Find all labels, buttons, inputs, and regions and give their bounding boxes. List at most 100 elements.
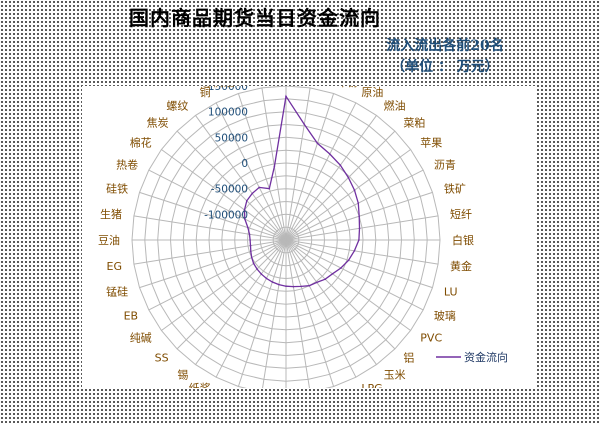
- grid-spoke: [285, 239, 411, 331]
- data-point: [250, 256, 253, 259]
- category-label: 棕榈油: [202, 86, 235, 89]
- category-label: 纸浆: [189, 381, 211, 388]
- tick-label: 0: [241, 158, 248, 170]
- data-point: [316, 281, 318, 284]
- grid-spoke: [285, 169, 424, 241]
- category-label: 苹果: [420, 135, 442, 149]
- data-point: [303, 123, 306, 126]
- data-point: [285, 95, 287, 98]
- grid-spoke: [285, 93, 335, 241]
- grid-spoke: [285, 239, 433, 289]
- grid-spoke: [285, 87, 311, 241]
- category-label: PVC: [420, 332, 442, 345]
- data-point: [273, 165, 276, 168]
- tick-label: -50000: [211, 184, 248, 196]
- grid-spoke: [139, 239, 287, 289]
- category-label: 棉花: [130, 135, 152, 149]
- data-point: [271, 281, 274, 283]
- category-label: 燃油: [384, 99, 406, 113]
- category-label: 豆油: [98, 233, 120, 247]
- category-label: SS: [155, 351, 169, 364]
- category-label: 玉米: [384, 368, 406, 381]
- data-point: [353, 189, 356, 191]
- radial-axis-ticks: -100000 -50000 0 50000 100000 150000: [204, 86, 248, 221]
- grid-spoke: [261, 87, 287, 241]
- grid-spoke: [285, 215, 439, 241]
- data-point: [285, 285, 287, 287]
- data-point: [292, 285, 295, 288]
- category-label: 纯碱: [130, 332, 152, 345]
- grid-spoke: [262, 239, 287, 388]
- chart-subtitle: 流入流出各前20名 （单位 ： 万元）: [360, 36, 530, 78]
- category-label: 原油: [361, 86, 383, 99]
- data-point: [256, 268, 258, 270]
- data-point: [331, 273, 334, 275]
- grid-spoke: [285, 239, 424, 311]
- grid-spoke: [161, 149, 287, 241]
- tick-label: -100000: [204, 209, 248, 221]
- data-point: [308, 284, 311, 287]
- category-label: 锡: [177, 367, 188, 381]
- grid-spoke: [133, 239, 287, 265]
- category-label: 铜: [200, 86, 211, 99]
- grid-spoke: [195, 115, 287, 241]
- grid-spoke: [215, 102, 287, 241]
- grid-spoke: [285, 239, 310, 388]
- grid-spoke: [285, 149, 411, 241]
- data-point: [243, 209, 246, 211]
- subtitle-unit-line: （单位 ： 万元）: [391, 59, 499, 75]
- category-label: EB: [124, 309, 139, 322]
- data-point: [252, 262, 255, 265]
- data-point: [353, 250, 356, 252]
- category-label: 菜粕: [403, 116, 425, 130]
- data-point: [278, 283, 280, 286]
- data-point: [251, 192, 253, 195]
- data-point: [358, 239, 360, 241]
- page-title: 国内商品期货当日资金流向: [129, 6, 381, 30]
- grid-spoke: [148, 239, 287, 311]
- tick-label: 150000: [208, 86, 248, 93]
- grid-spoke: [237, 93, 287, 241]
- category-labels: 豆粕PTA甲醇原油燃油菜粕苹果沥青铁矿短纤白银黄金LU玻璃PVC铝玉米LPG锌豆…: [98, 86, 474, 388]
- grid-spoke: [237, 239, 287, 387]
- data-point: [339, 164, 342, 166]
- data-point: [250, 250, 252, 253]
- data-point: [347, 259, 350, 262]
- category-label: 螺纹: [166, 99, 188, 113]
- category-label: 生猪: [100, 207, 122, 221]
- grid-spoke: [285, 239, 357, 378]
- grid-spoke: [285, 130, 396, 241]
- category-label: 白银: [452, 233, 474, 247]
- data-point: [357, 202, 360, 204]
- legend-label: 资金流向: [464, 350, 508, 364]
- category-label: LU: [444, 285, 458, 298]
- grid-spoke: [139, 191, 287, 241]
- data-point: [246, 200, 248, 202]
- category-label: 甲醇: [337, 86, 359, 89]
- category-label: 短纤: [450, 207, 472, 221]
- category-label: 热卷: [116, 158, 138, 172]
- grid-spoke: [285, 239, 396, 350]
- grid-spoke: [285, 239, 377, 365]
- grid-spoke: [195, 239, 287, 365]
- data-point: [300, 285, 302, 288]
- data-point: [316, 142, 319, 145]
- data-point: [244, 218, 246, 220]
- category-label: 沥青: [434, 159, 456, 172]
- category-label: 硅铁: [106, 183, 128, 196]
- category-label: 焦炭: [147, 117, 169, 130]
- grid-spoke: [133, 215, 287, 241]
- grid-spoke: [176, 130, 287, 241]
- grid-spoke: [148, 169, 287, 241]
- data-point: [249, 239, 251, 241]
- grid-spoke: [285, 102, 357, 241]
- data-point: [329, 153, 331, 155]
- category-label: EG: [107, 260, 122, 273]
- data-point: [249, 244, 252, 247]
- series-layer: [243, 94, 361, 288]
- radar-grid: [131, 86, 441, 388]
- grid-ring: [131, 86, 441, 388]
- data-point: [247, 226, 249, 229]
